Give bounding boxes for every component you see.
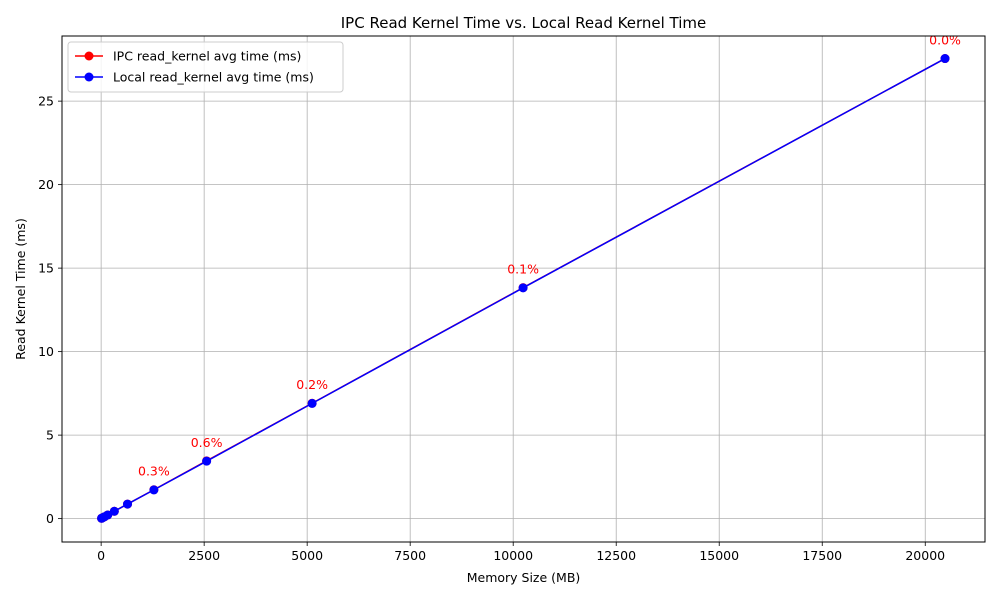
data-point — [202, 456, 212, 466]
legend-entry-local: Local read_kernel avg time (ms) — [75, 70, 314, 85]
plot-frame — [61, 35, 986, 543]
data-point — [518, 283, 528, 293]
data-point — [109, 506, 119, 516]
annotation-label: 0.3% — [138, 464, 170, 479]
legend-label-local: Local read_kernel avg time (ms) — [113, 70, 314, 85]
y-tick-label: 0 — [46, 511, 54, 526]
data-point — [123, 499, 133, 509]
annotation-label: 0.0% — [929, 33, 961, 48]
x-tick-label: 12500 — [596, 548, 636, 563]
y-tick-label: 20 — [38, 177, 54, 192]
y-axis-label: Read Kernel Time (ms) — [13, 218, 28, 360]
grid-lines — [62, 36, 985, 542]
x-tick-label: 10000 — [493, 548, 533, 563]
y-tick-label: 10 — [38, 344, 54, 359]
x-tick-label: 17500 — [802, 548, 842, 563]
legend-entry-ipc: IPC read_kernel avg time (ms) — [75, 49, 301, 64]
series-layer — [97, 54, 950, 523]
legend-label-ipc: IPC read_kernel avg time (ms) — [113, 49, 301, 64]
x-tick-label: 7500 — [394, 548, 426, 563]
data-point — [307, 398, 317, 408]
legend-marker-local — [84, 72, 94, 82]
y-axis-ticks: 0 5 10 15 20 25 — [38, 94, 62, 526]
x-tick-label: 15000 — [699, 548, 739, 563]
data-point — [103, 510, 113, 520]
data-point — [149, 485, 159, 495]
legend-box — [67, 41, 344, 93]
x-tick-label: 20000 — [905, 548, 945, 563]
legend-marker-ipc — [84, 51, 94, 61]
y-tick-label: 15 — [38, 261, 54, 276]
x-axis-ticks: 0 2500 5000 7500 10000 12500 15000 17500 20000 — [97, 542, 945, 563]
data-point — [940, 54, 950, 64]
x-tick-label: 5000 — [291, 548, 323, 563]
x-tick-label: 0 — [97, 548, 105, 563]
y-tick-label: 25 — [38, 94, 54, 109]
annotation-label: 0.2% — [296, 377, 328, 392]
chart-title: IPC Read Kernel Time vs. Local Read Kern… — [341, 14, 706, 32]
x-axis-label: Memory Size (MB) — [467, 570, 581, 585]
annotations: 0.3% 0.6% 0.2% 0.1% 0.0% — [138, 33, 961, 479]
x-tick-label: 2500 — [188, 548, 220, 563]
annotation-label: 0.6% — [191, 435, 223, 450]
legend: IPC read_kernel avg time (ms) Local read… — [67, 41, 344, 93]
annotation-label: 0.1% — [507, 262, 539, 277]
y-tick-label: 5 — [46, 428, 54, 443]
